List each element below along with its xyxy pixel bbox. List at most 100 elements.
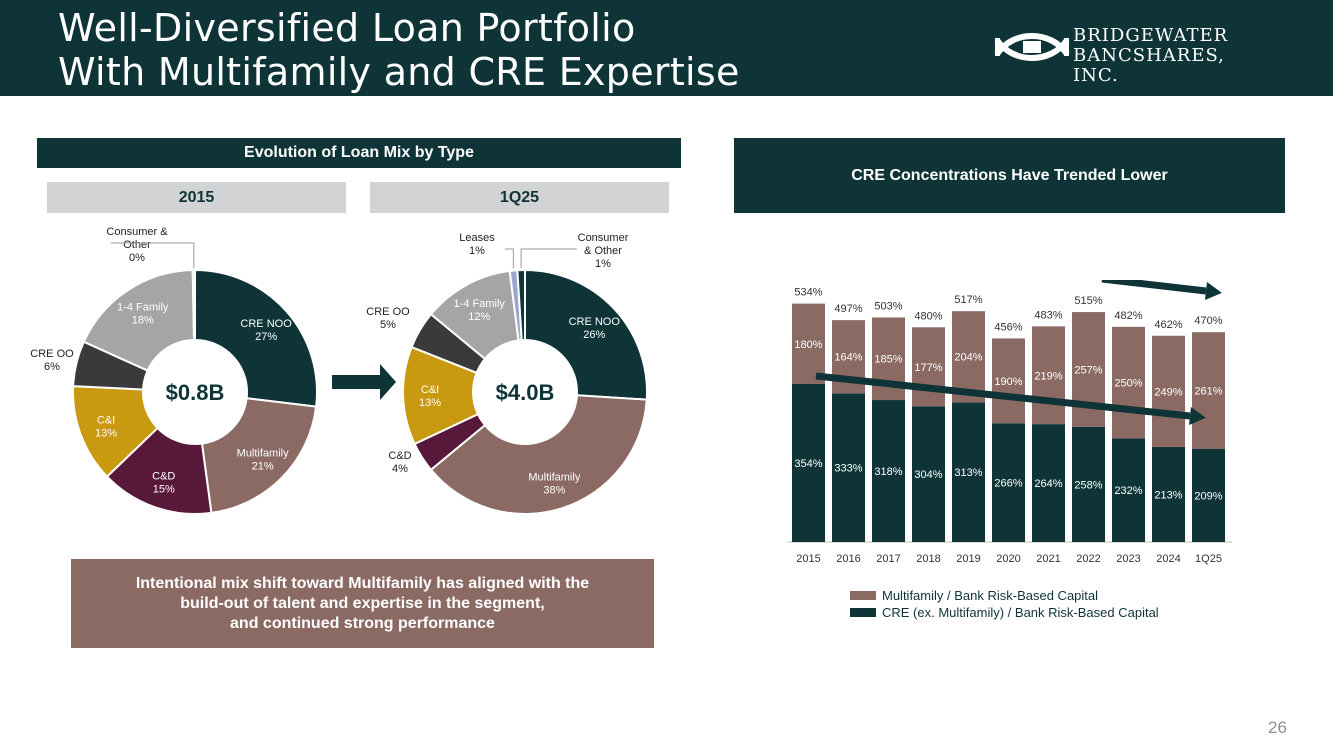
upward-trend-arrow — [1101, 280, 1222, 300]
trend-line — [815, 372, 1191, 420]
slice-label-consumer-other: Consumer & Other 0% — [106, 226, 168, 264]
bar-label-multifamily: 185% — [874, 354, 902, 366]
downward-trend-arrow — [815, 372, 1206, 425]
loan-mix-pies: CRE NOO 27%Multifamily 21%C&D 15%C&I 13%CRE … — [30, 226, 648, 515]
x-tick-label: 2017 — [876, 553, 900, 565]
bar-cre — [1152, 446, 1185, 542]
x-tick-label: 2021 — [1036, 553, 1060, 565]
slice-label-leases: Leases 1% — [459, 232, 495, 257]
bar-cre — [992, 423, 1025, 542]
bar-label-cre: 304% — [914, 469, 942, 481]
bar-label-multifamily: 249% — [1154, 386, 1182, 398]
bar-total-label: 517% — [954, 294, 982, 306]
leader-line — [520, 248, 577, 269]
legend-item-cre: CRE (ex. Multifamily) / Bank Risk-Based … — [850, 604, 1159, 621]
x-tick-label: 2024 — [1156, 553, 1180, 565]
x-tick-label: 2019 — [956, 553, 980, 565]
logo-wordmark: Bridgewater Bancshares, Inc. — [1073, 25, 1229, 86]
cre-concentration-chart: 354% 180% 534% 2015 333% 164% 497% 2016 318% 185%… — [788, 280, 1232, 565]
pie-2015: CRE NOO 27% Multifamily 21% C&D 15% C&I 13% CRE … — [30, 226, 318, 515]
slice-label-multifamily: Multifamily 38% — [528, 471, 580, 496]
bar-label-cre: 209% — [1194, 490, 1222, 502]
arrowhead-icon — [1204, 282, 1222, 300]
bar-label-multifamily: 261% — [1194, 385, 1222, 397]
bar-label-multifamily: 204% — [954, 352, 982, 364]
bar-group-2021: 264% 219% 483% 2021 — [1032, 309, 1065, 565]
slice-label-c-d: C&D 4% — [388, 450, 411, 475]
x-tick-label: 2015 — [796, 553, 820, 565]
bar-cre — [872, 400, 905, 542]
bar-group-1q25: 209% 261% 470% 1Q25 — [1192, 315, 1225, 565]
bar-total-label: 503% — [874, 300, 902, 312]
x-tick-label: 1Q25 — [1195, 553, 1222, 565]
bar-cre — [1072, 426, 1105, 542]
slice-consumer-other — [191, 268, 196, 342]
bar-total-label: 483% — [1034, 309, 1062, 321]
bar-group-2018: 304% 177% 480% 2018 — [912, 310, 945, 565]
x-tick-label: 2023 — [1116, 553, 1140, 565]
chart-legend: Multifamily / Bank Risk-Based Capital CR… — [850, 587, 1159, 621]
bar-cre — [1032, 424, 1065, 542]
slice-label-1-4-family: 1-4 Family 18% — [117, 302, 169, 327]
bar-multifamily — [1112, 326, 1145, 439]
leader-line — [111, 242, 195, 269]
page-title: Well-Diversified Loan Portfolio With Mul… — [58, 6, 740, 94]
header-bar: Well-Diversified Loan Portfolio With Mul… — [0, 0, 1333, 96]
bar-cre — [1192, 448, 1225, 542]
bar-label-cre: 313% — [954, 467, 982, 479]
cre-concentration-title: CRE Concentrations Have Trended Lower — [734, 138, 1285, 213]
slice-label-c-i: C&I 13% — [95, 414, 117, 439]
company-logo: Bridgewater Bancshares, Inc. — [993, 24, 1273, 86]
bar-total-label: 534% — [794, 287, 822, 299]
legend-swatch — [850, 591, 876, 600]
bar-multifamily — [792, 303, 825, 384]
bar-multifamily — [992, 338, 1025, 424]
page-number: 26 — [1268, 718, 1287, 737]
bar-label-cre: 354% — [794, 458, 822, 470]
bar-group-2024: 213% 249% 462% 2024 — [1152, 319, 1185, 565]
bar-group-2016: 333% 164% 497% 2016 — [832, 303, 865, 565]
bar-label-cre: 333% — [834, 463, 862, 475]
slice-multifamily — [200, 397, 318, 515]
slice-label-c-d: C&D 15% — [152, 471, 175, 496]
bar-label-multifamily: 257% — [1074, 364, 1102, 376]
bar-cre — [792, 383, 825, 542]
legend-item-multifamily: Multifamily / Bank Risk-Based Capital — [850, 587, 1159, 604]
slice-label-cre-noo: CRE NOO 26% — [569, 316, 621, 341]
x-tick-label: 2020 — [996, 553, 1020, 565]
bar-group-2023: 232% 250% 482% 2023 — [1112, 310, 1145, 565]
bar-label-multifamily: 219% — [1034, 370, 1062, 382]
bar-label-multifamily: 180% — [794, 339, 822, 351]
legend-swatch — [850, 608, 876, 617]
transition-arrow-icon — [332, 364, 396, 400]
bar-label-multifamily: 190% — [994, 376, 1022, 388]
tab-1q25: 1Q25 — [370, 182, 669, 213]
x-tick-label: 2022 — [1076, 553, 1100, 565]
pie-1q25: CRE NOO 26% Multifamily 38% C&D 4% C&I 13% CRE O… — [366, 232, 648, 515]
arrowhead-icon — [1189, 407, 1206, 425]
bar-label-multifamily: 164% — [834, 352, 862, 364]
bar-cre — [912, 406, 945, 542]
bar-multifamily — [1152, 335, 1185, 447]
slice-label-cre-oo: CRE OO 5% — [366, 306, 410, 331]
bar-group-2022: 258% 257% 515% 2022 — [1072, 295, 1105, 565]
slice-1-4-family — [82, 269, 196, 372]
bar-label-cre: 258% — [1074, 479, 1102, 491]
callout-box: Intentional mix shift toward Multifamily… — [71, 559, 654, 648]
bar-multifamily — [912, 327, 945, 407]
slice-label-cre-noo: CRE NOO 27% — [240, 318, 292, 343]
slice-label-consumer-other: Consumer & Other 1% — [578, 232, 629, 270]
bridge-logo-icon — [994, 33, 1070, 61]
bar-label-cre: 232% — [1114, 485, 1142, 497]
slice-consumer-other — [516, 268, 526, 342]
bar-group-2020: 266% 190% 456% 2020 — [992, 321, 1025, 565]
bar-cre — [952, 402, 985, 542]
slice-label-1-4-family: 1-4 Family 12% — [454, 298, 506, 323]
slice-cre-noo — [524, 268, 648, 401]
leader-line — [505, 248, 514, 269]
bar-group-2017: 318% 185% 503% 2017 — [872, 300, 905, 565]
bar-label-cre: 318% — [874, 466, 902, 478]
bar-multifamily — [1192, 332, 1225, 449]
slice-cre-noo — [194, 268, 318, 408]
slice-label-c-i: C&I 13% — [419, 384, 441, 409]
